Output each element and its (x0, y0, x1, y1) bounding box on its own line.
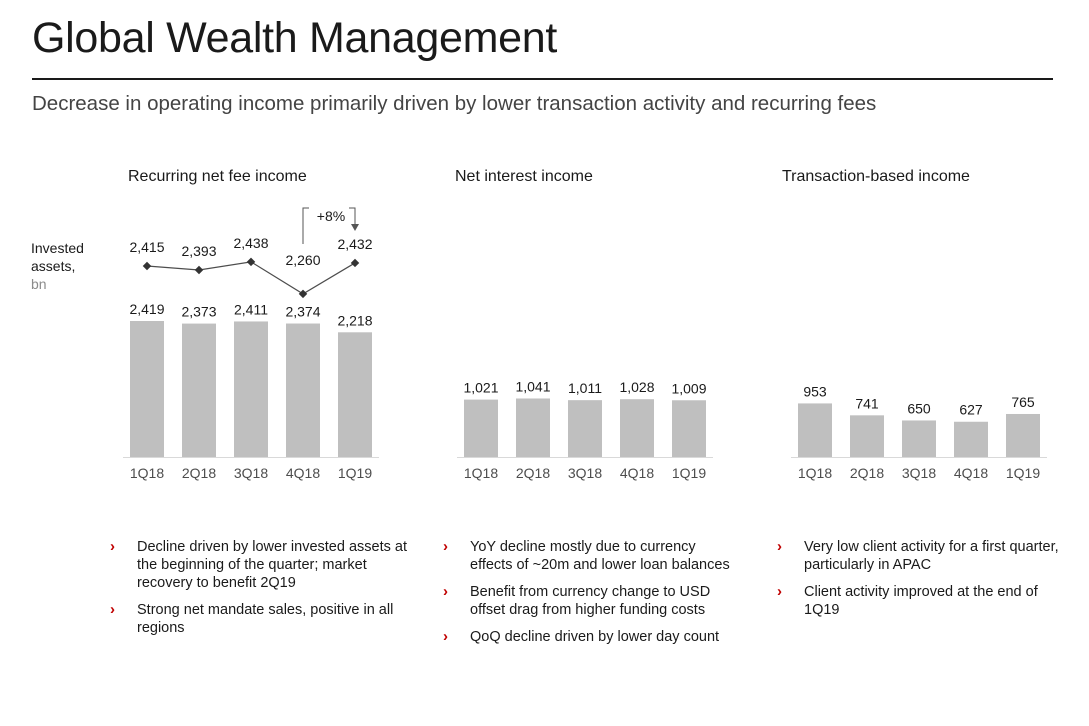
bar-2q18 (516, 398, 550, 457)
bullet-text: Benefit from currency change to USD offs… (470, 584, 711, 618)
bar-2q18 (182, 323, 216, 457)
bar-value-label: 1,011 (568, 380, 602, 396)
chevron-right-icon: › (110, 601, 115, 618)
bullet-text: QoQ decline driven by lower day count (470, 629, 720, 645)
x-tick-label: 1Q18 (798, 465, 832, 481)
x-tick-label: 4Q18 (620, 465, 654, 481)
growth-annotation: +8% (317, 208, 345, 224)
bullet-text: YoY decline mostly due to currency effec… (470, 539, 730, 573)
line-value-label: 2,432 (337, 236, 372, 252)
x-tick-label: 3Q18 (902, 465, 936, 481)
x-tick-label: 3Q18 (234, 465, 268, 481)
bar-value-label: 627 (959, 402, 983, 418)
bar-1q19 (338, 332, 372, 457)
invested-assets-label: assets, (31, 258, 75, 274)
list-item: › QoQ decline driven by lower day count (443, 628, 733, 646)
list-item: › YoY decline mostly due to currency effe… (443, 538, 733, 574)
bar-value-label: 1,009 (671, 380, 706, 396)
bullet-list-recurring: › Decline driven by lower invested assets… (110, 538, 410, 646)
bar-4q18 (620, 399, 654, 457)
list-item: › Decline driven by lower invested assets… (110, 538, 410, 592)
line-point-marker (350, 258, 360, 268)
bar-value-label: 2,374 (285, 304, 320, 320)
bar-value-label: 741 (855, 395, 879, 411)
bar-value-label: 1,021 (463, 380, 498, 396)
chevron-right-icon: › (777, 583, 782, 600)
list-item: › Very low client activity for a first qu… (777, 538, 1067, 574)
bar-value-label: 2,218 (337, 312, 372, 328)
line-point-marker (298, 289, 308, 299)
bar-3q18 (902, 420, 936, 457)
growth-bracket (302, 207, 309, 244)
bar-1q18 (130, 321, 164, 457)
x-tick-label: 1Q18 (130, 465, 164, 481)
bullet-list-transaction: › Very low client activity for a first qu… (777, 538, 1067, 628)
bar-4q18 (286, 323, 320, 457)
x-tick-label: 1Q19 (1006, 465, 1040, 481)
bar-value-label: 953 (803, 383, 827, 399)
bar-value-label: 765 (1011, 394, 1035, 410)
list-item: › Strong net mandate sales, positive in a… (110, 601, 410, 637)
bar-value-label: 650 (907, 400, 931, 416)
chart-title: Transaction-based income (782, 168, 970, 185)
invested-assets-unit: bn (31, 276, 47, 292)
growth-bracket (349, 207, 356, 226)
line-value-label: 2,415 (129, 239, 164, 255)
line-point-marker (142, 261, 152, 271)
line-value-label: 2,393 (181, 243, 216, 259)
x-tick-label: 1Q19 (672, 465, 706, 481)
x-tick-label: 3Q18 (568, 465, 602, 481)
x-tick-label: 4Q18 (286, 465, 320, 481)
bullet-text: Decline driven by lower invested assets … (137, 539, 407, 591)
bullet-text: Strong net mandate sales, positive in al… (137, 602, 394, 636)
line-point-marker (194, 265, 204, 275)
x-tick-label: 1Q19 (338, 465, 372, 481)
bullet-text: Very low client activity for a first qua… (804, 539, 1059, 573)
bar-3q18 (568, 400, 602, 457)
bar-value-label: 1,028 (619, 379, 654, 395)
line-value-label: 2,260 (285, 252, 320, 268)
list-item: › Client activity improved at the end of … (777, 583, 1067, 619)
page-title: Global Wealth Management (32, 14, 558, 62)
x-tick-label: 2Q18 (516, 465, 550, 481)
line-value-label: 2,438 (233, 235, 268, 251)
chevron-right-icon: › (443, 538, 448, 555)
chart-title: Net interest income (455, 168, 593, 185)
list-item: › Benefit from currency change to USD off… (443, 583, 733, 619)
bar-3q18 (234, 321, 268, 457)
title-divider (32, 78, 1053, 80)
chevron-right-icon: › (443, 583, 448, 600)
bar-4q18 (954, 421, 988, 457)
bar-value-label: 2,419 (129, 301, 164, 317)
bar-2q18 (850, 415, 884, 457)
bar-1q19 (1006, 413, 1040, 457)
bar-1q18 (798, 403, 832, 457)
chevron-right-icon: › (443, 628, 448, 645)
line-point-marker (246, 257, 256, 267)
invested-assets-line (146, 261, 356, 295)
x-tick-label: 2Q18 (182, 465, 216, 481)
arrow-down-icon (351, 224, 359, 231)
bar-value-label: 2,373 (181, 304, 216, 320)
page-subtitle: Decrease in operating income primarily d… (32, 92, 877, 115)
bar-1q18 (464, 399, 498, 457)
bullet-list-interest: › YoY decline mostly due to currency effe… (443, 538, 733, 655)
chevron-right-icon: › (777, 538, 782, 555)
invested-assets-label: Invested (31, 240, 84, 256)
x-tick-label: 4Q18 (954, 465, 988, 481)
bar-value-label: 2,411 (234, 301, 268, 317)
x-tick-label: 2Q18 (850, 465, 884, 481)
bar-1q19 (672, 400, 706, 457)
chevron-right-icon: › (110, 538, 115, 555)
bullet-text: Client activity improved at the end of 1… (804, 584, 1038, 618)
x-tick-label: 1Q18 (464, 465, 498, 481)
chart-title: Recurring net fee income (128, 168, 307, 185)
bar-value-label: 1,041 (515, 378, 550, 394)
